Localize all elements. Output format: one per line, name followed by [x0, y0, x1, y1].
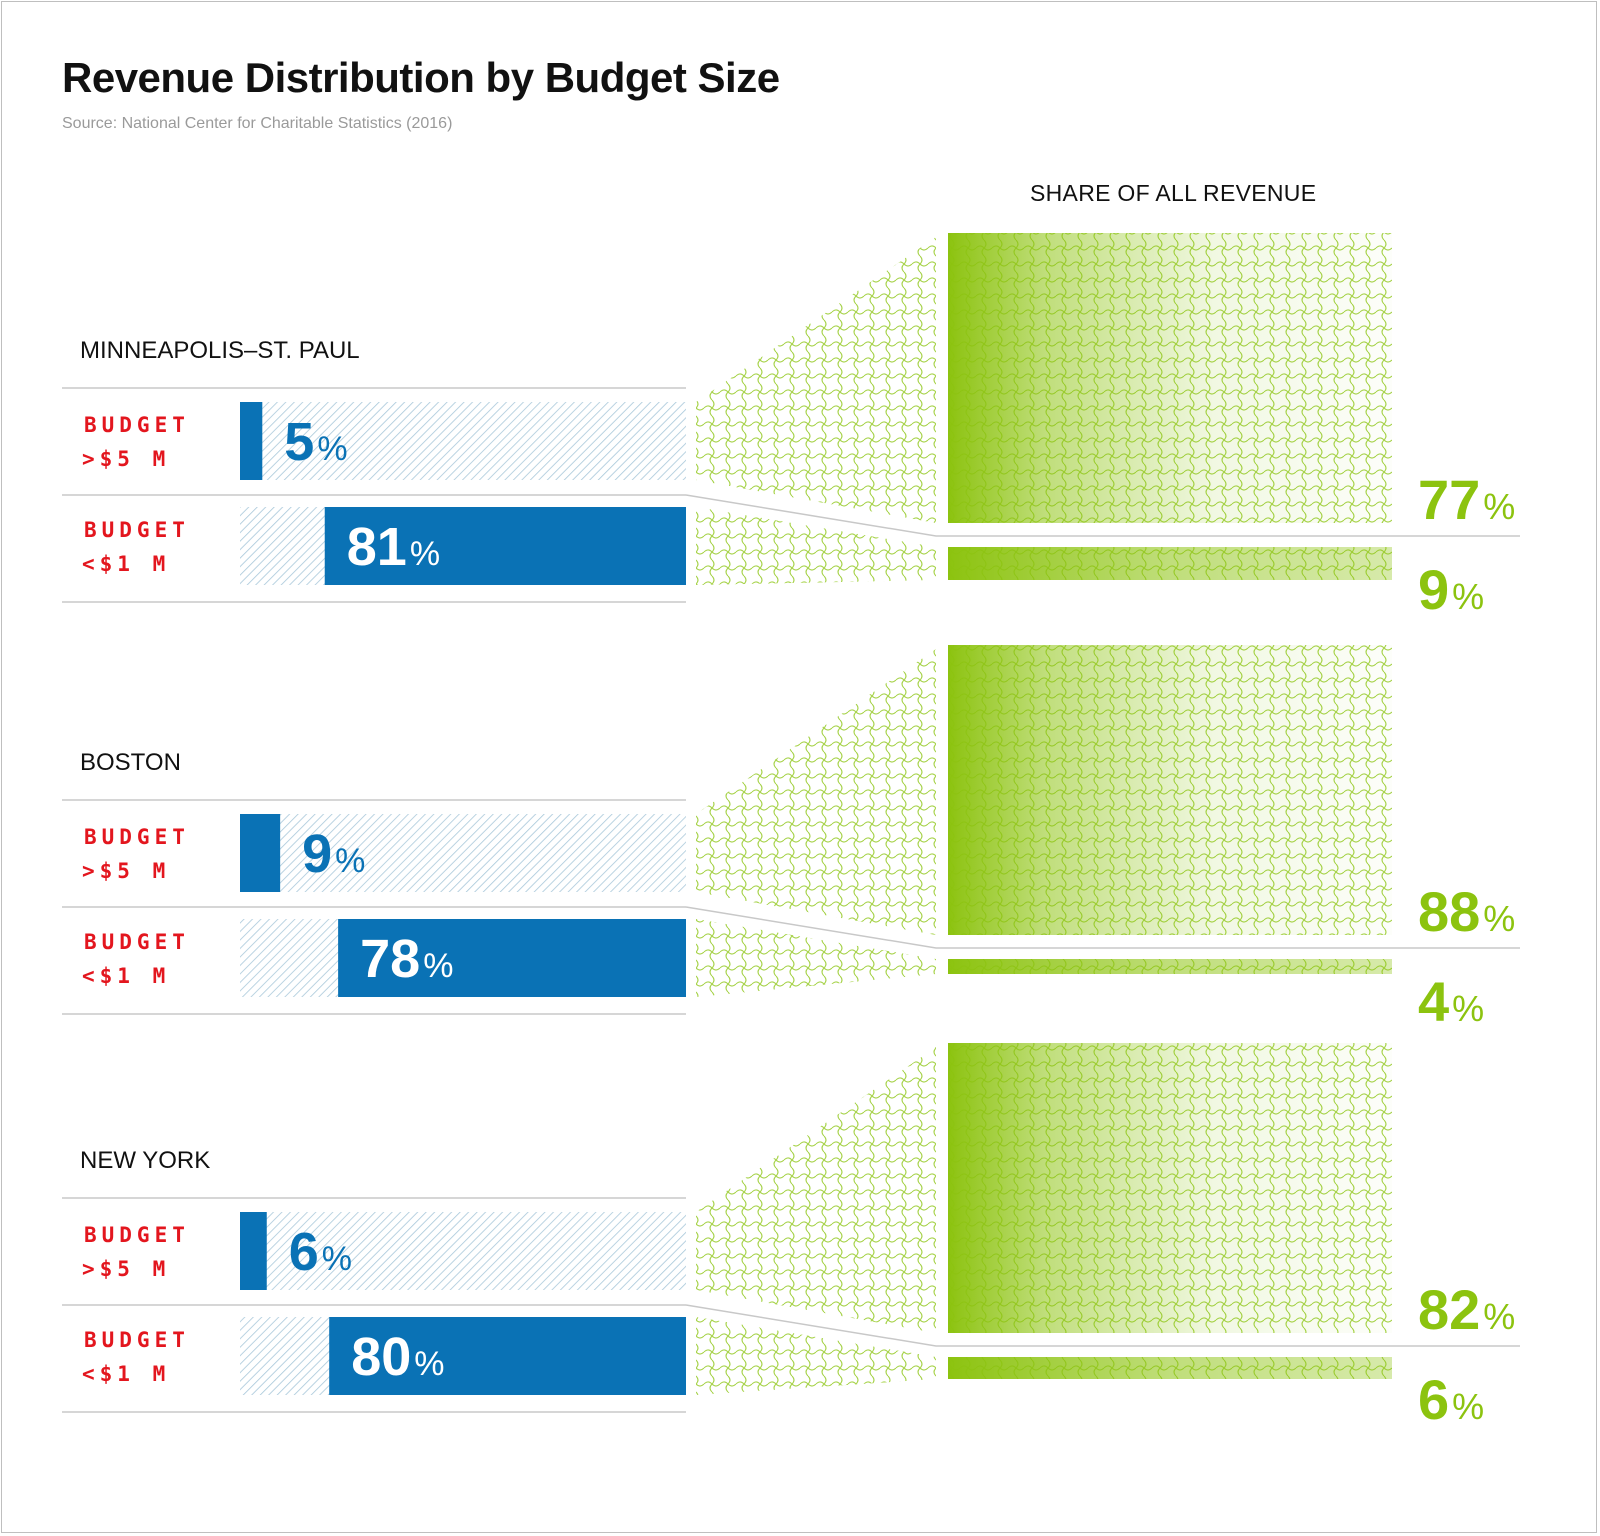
- bar-budget-1-m: [324, 507, 686, 585]
- revenue-block-large-shade: [948, 645, 1392, 935]
- bar-background: [240, 402, 686, 480]
- revenue-block-large-shade: [948, 1043, 1392, 1333]
- bar-value-label: 6%: [289, 1222, 352, 1282]
- divider-line: [685, 494, 1520, 537]
- budget-label-line1: BUDGET: [84, 413, 190, 437]
- budget-label-line2: >$5 M: [82, 1257, 170, 1281]
- revenue-block-small-shade: [948, 1357, 1392, 1379]
- divider-line: [685, 1304, 1520, 1347]
- revenue-share-label-small: 6%: [1418, 1368, 1484, 1431]
- bar-value-label: 5%: [284, 412, 347, 472]
- revenue-share-label-large: 77%: [1418, 468, 1515, 531]
- revenue-share-label-large: 82%: [1418, 1278, 1515, 1341]
- revenue-block-small-shade: [948, 959, 1392, 974]
- budget-label-line1: BUDGET: [84, 825, 190, 849]
- budget-label-line2: <$1 M: [82, 552, 170, 576]
- budget-label-line1: BUDGET: [84, 1328, 190, 1352]
- city-label-boston: BOSTON: [80, 749, 181, 776]
- bar-budget-5-m: [240, 814, 281, 892]
- funnel-large: [696, 237, 936, 523]
- chart-title: Revenue Distribution by Budget Size: [62, 54, 780, 101]
- revenue-block-large-shade: [948, 233, 1392, 523]
- budget-label-line2: >$5 M: [82, 447, 170, 471]
- panel-boston: BOSTON BUDGET >$5 M 9% BUDGET <$1 M 78% 88% 4%: [62, 645, 1520, 1033]
- bar-value-label: 78%: [360, 929, 453, 989]
- revenue-share-label-small: 4%: [1418, 970, 1484, 1033]
- budget-label-line1: BUDGET: [84, 518, 190, 542]
- bar-value-label: 81%: [347, 517, 440, 577]
- revenue-column-header: SHARE OF ALL REVENUE: [1030, 180, 1317, 206]
- chart-source: Source: National Center for Charitable S…: [62, 115, 453, 132]
- bar-background: [240, 1212, 686, 1290]
- bar-background: [240, 814, 686, 892]
- bar-value-label: 80%: [351, 1327, 444, 1387]
- revenue-share-label-large: 88%: [1418, 880, 1515, 943]
- budget-label-line2: <$1 M: [82, 964, 170, 988]
- revenue-block-small-shade: [948, 547, 1392, 580]
- funnel-small: [696, 507, 936, 585]
- divider-line: [685, 906, 1520, 949]
- bar-budget-5-m: [240, 402, 263, 480]
- city-label-new-york: NEW YORK: [80, 1147, 210, 1174]
- city-label-minneapolis-st-paul: MINNEAPOLIS–ST. PAUL: [80, 337, 360, 364]
- funnel-large: [696, 649, 936, 935]
- bar-value-label: 9%: [302, 824, 365, 884]
- budget-label-line1: BUDGET: [84, 930, 190, 954]
- bar-budget-1-m: [338, 919, 686, 997]
- revenue-share-label-small: 9%: [1418, 558, 1484, 621]
- bar-budget-5-m: [240, 1212, 267, 1290]
- panel-new-york: NEW YORK BUDGET >$5 M 6% BUDGET <$1 M 80% 82% 6%: [62, 1043, 1520, 1431]
- bar-budget-1-m: [329, 1317, 686, 1395]
- budget-label-line1: BUDGET: [84, 1223, 190, 1247]
- funnel-large: [696, 1047, 936, 1333]
- funnel-small: [696, 1317, 936, 1395]
- funnel-small: [696, 919, 936, 997]
- budget-label-line2: <$1 M: [82, 1362, 170, 1386]
- budget-label-line2: >$5 M: [82, 859, 170, 883]
- panel-minneapolis-st-paul: MINNEAPOLIS–ST. PAUL BUDGET >$5 M 5% BUDGET <…: [62, 233, 1520, 621]
